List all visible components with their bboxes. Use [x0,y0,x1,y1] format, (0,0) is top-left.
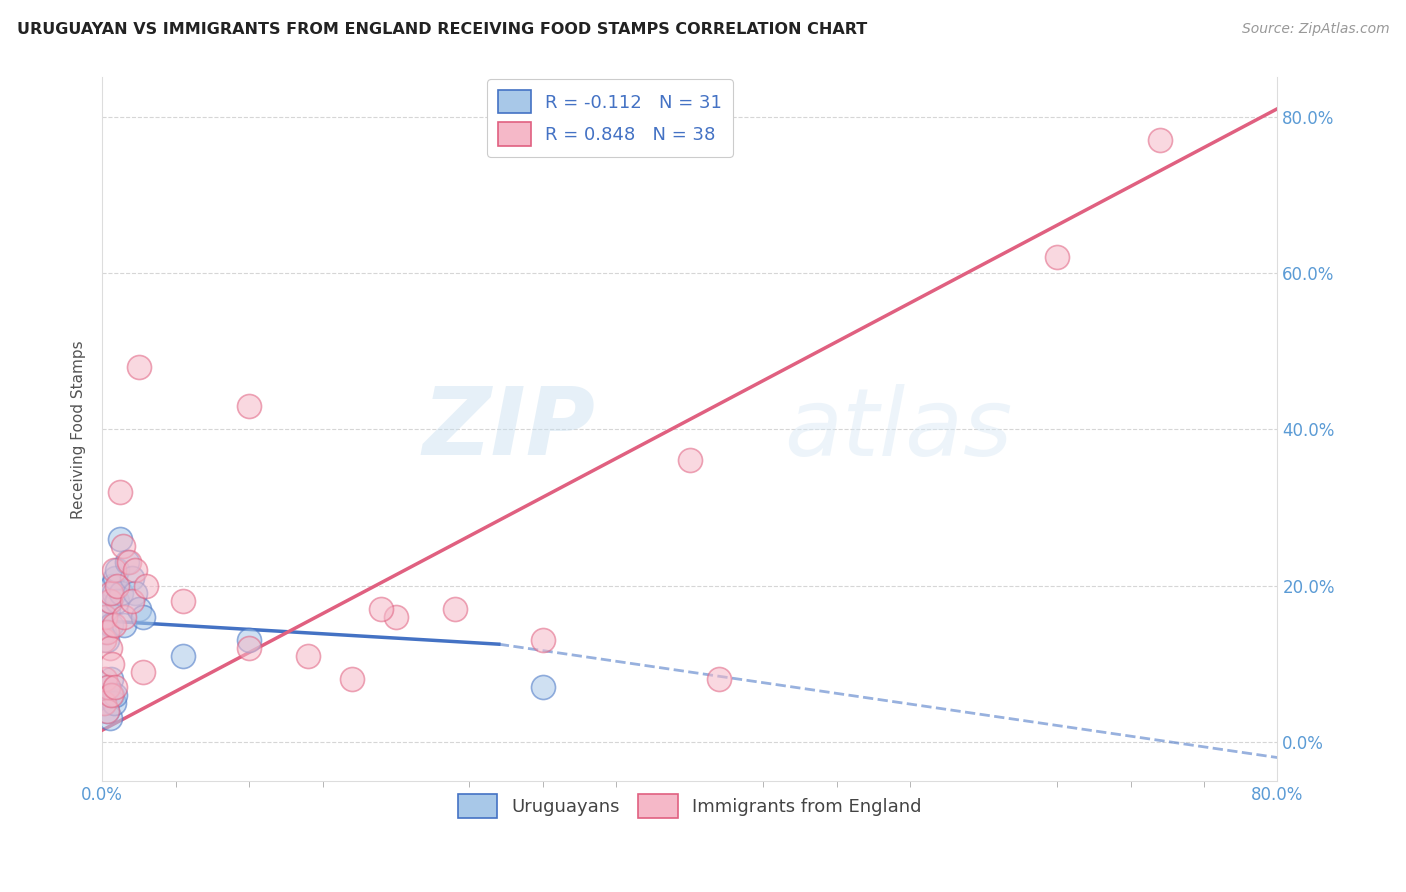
Point [98,594,121,608]
Point [132,610,155,624]
Point [108,484,131,499]
Point [93,633,115,648]
Point [297,648,319,663]
Point [97,680,120,694]
Point [105,578,128,592]
Point [96,625,118,640]
Point [121,594,143,608]
Point [443,602,465,616]
Text: atlas: atlas [783,384,1012,475]
Point [104,680,127,694]
Point [94,610,117,624]
Point [1046,250,1069,264]
Point [112,610,135,624]
Point [103,696,125,710]
Text: URUGUAYAN VS IMMIGRANTS FROM ENGLAND RECEIVING FOOD STAMPS CORRELATION CHART: URUGUAYAN VS IMMIGRANTS FROM ENGLAND REC… [17,22,868,37]
Point [97,602,120,616]
Point [98,641,121,656]
Point [96,704,118,718]
Point [98,711,121,725]
Point [132,665,155,679]
Point [128,602,150,616]
Point [98,594,121,608]
Y-axis label: Receiving Food Stamps: Receiving Food Stamps [72,340,86,518]
Point [370,602,392,616]
Point [105,563,128,577]
Point [94,688,117,702]
Point [110,586,132,600]
Point [97,680,120,694]
Point [121,571,143,585]
Point [238,399,260,413]
Point [115,555,138,569]
Point [96,704,118,718]
Point [124,586,146,600]
Point [118,555,141,569]
Point [128,359,150,374]
Point [172,648,194,663]
Text: ZIP: ZIP [423,384,596,475]
Point [103,563,125,577]
Point [103,586,125,600]
Point [94,673,117,687]
Text: Source: ZipAtlas.com: Source: ZipAtlas.com [1241,22,1389,37]
Point [105,594,128,608]
Point [101,657,124,671]
Point [108,532,131,546]
Point [93,696,115,710]
Point [100,586,122,600]
Point [531,680,554,694]
Point [385,610,408,624]
Point [100,673,122,687]
Point [111,540,134,554]
Legend: Uruguayans, Immigrants from England: Uruguayans, Immigrants from England [450,787,929,825]
Point [238,633,260,648]
Point [135,578,157,592]
Point [93,625,115,640]
Point [100,688,122,702]
Point [679,453,702,467]
Point [172,594,194,608]
Point [104,688,127,702]
Point [124,563,146,577]
Point [340,673,363,687]
Point [709,673,731,687]
Point [104,571,127,585]
Point [531,633,554,648]
Point [100,617,122,632]
Point [103,617,125,632]
Point [93,696,115,710]
Point [238,641,260,656]
Point [112,617,135,632]
Point [96,633,118,648]
Point [1149,133,1171,147]
Point [101,688,124,702]
Point [94,610,117,624]
Point [101,578,124,592]
